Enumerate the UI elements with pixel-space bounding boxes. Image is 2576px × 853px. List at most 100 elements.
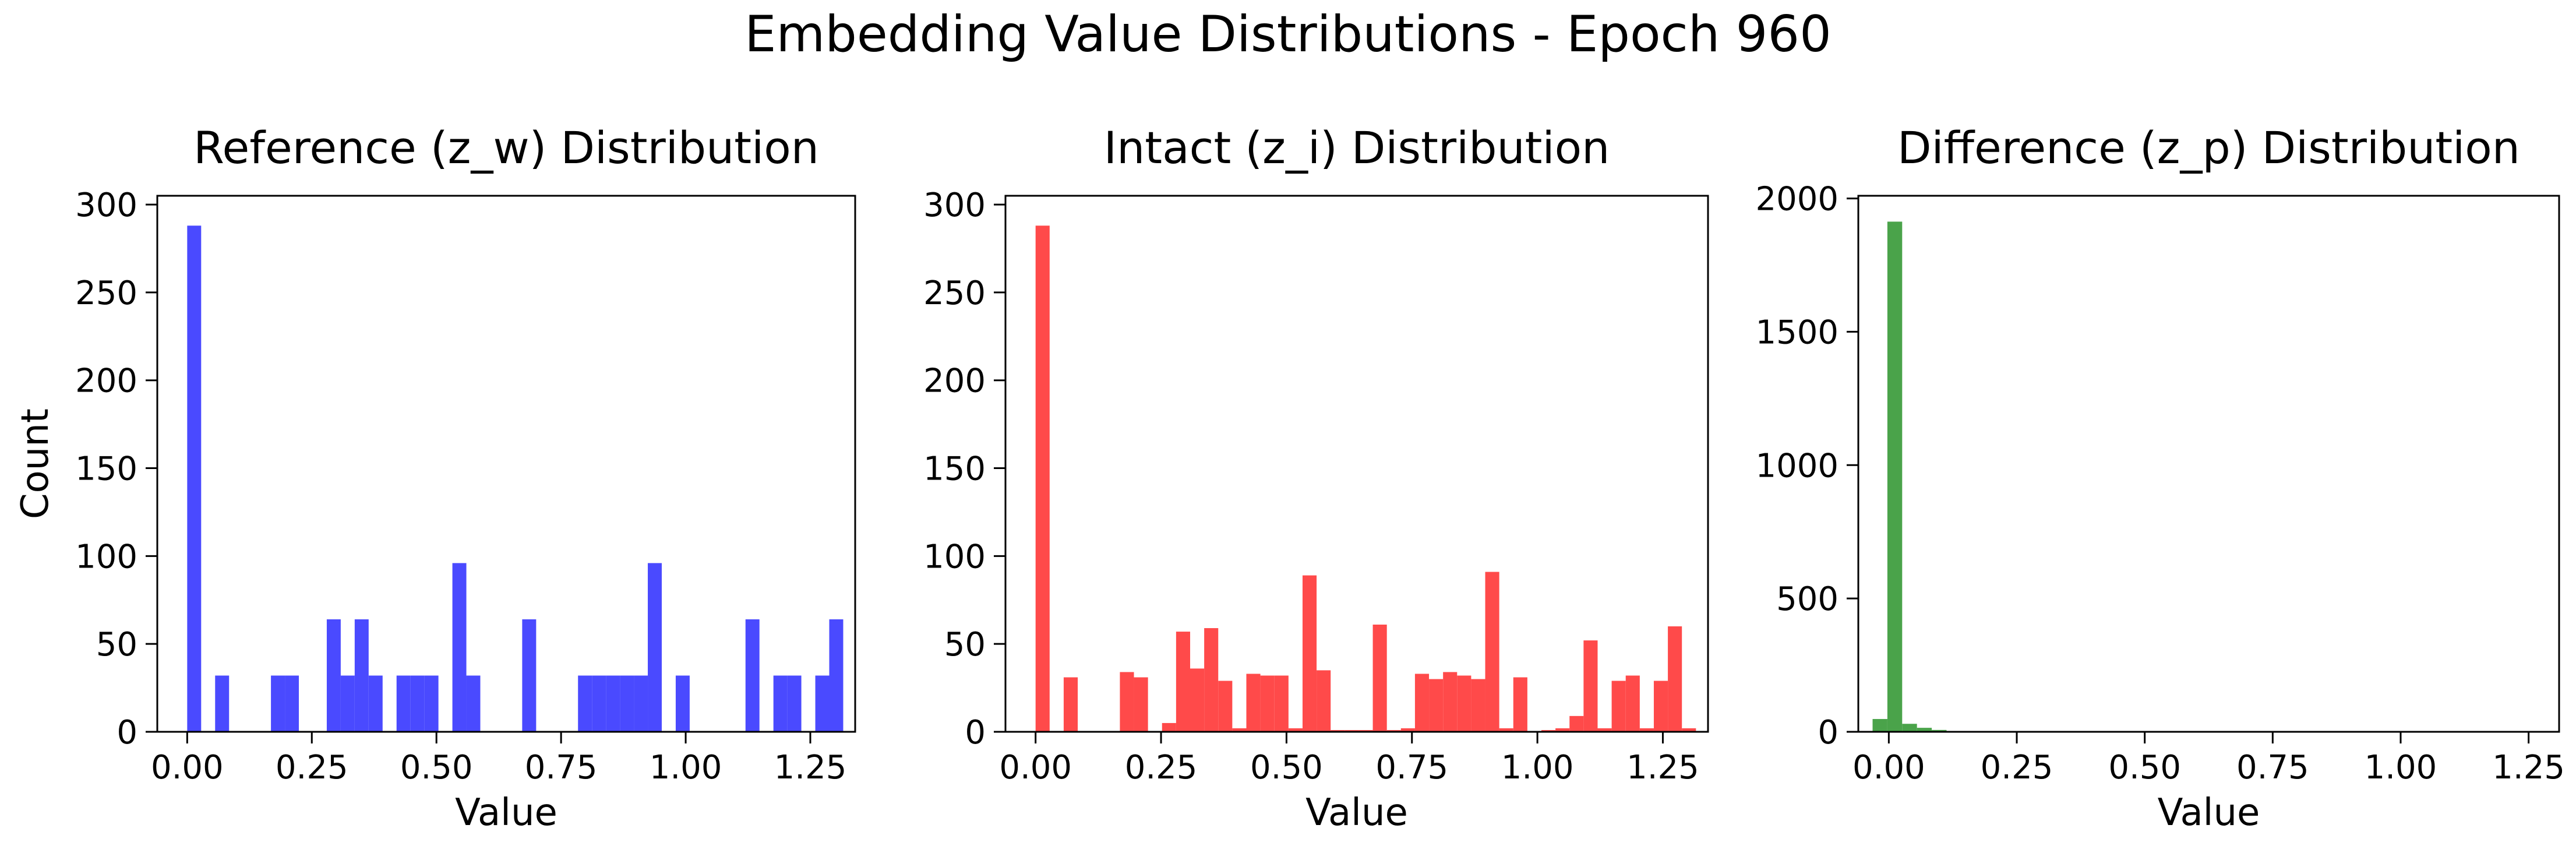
- intact-histogram-bar: [1358, 729, 1373, 732]
- reference-histogram-bar: [648, 563, 662, 732]
- intact-histogram-bar: [1414, 674, 1430, 732]
- difference-histogram-bar: [1887, 221, 1903, 732]
- intact-histogram-bar: [1597, 728, 1612, 732]
- intact-histogram-bar: [1035, 225, 1050, 732]
- intact-histogram-bar: [1513, 677, 1527, 732]
- intact-histogram-bar: [1317, 670, 1331, 732]
- reference-y-tick-label: 250: [75, 274, 137, 312]
- difference-panel-title: Difference (z_p) Distribution: [1897, 122, 2520, 174]
- panel-reference-distribution: 0.00 0.25 0.50 0.75 1.00 1.25 0 50 100 150 200 250 3…: [14, 122, 856, 834]
- reference-histogram-bar: [354, 619, 369, 732]
- intact-histogram-bar: [1611, 681, 1626, 732]
- reference-y-tick-label: 100: [75, 538, 137, 576]
- reference-histogram-bar: [466, 675, 481, 732]
- difference-y-tick-label: 1500: [1755, 313, 1839, 351]
- intact-histogram-bar: [1176, 632, 1191, 732]
- reference-histogram-bar: [271, 675, 285, 732]
- reference-histogram-bar: [326, 619, 341, 732]
- panel-intact-distribution: 0.00 0.25 0.50 0.75 1.00 1.25 0 50 100 150 200 250 3…: [923, 122, 1709, 834]
- difference-axes-frame: [1857, 195, 2560, 733]
- intact-bars: [1035, 225, 1696, 732]
- reference-axes-frame: [156, 195, 856, 733]
- difference-x-tick-label: 0.75: [2236, 749, 2309, 787]
- intact-histogram-bar: [1345, 729, 1359, 732]
- reference-histogram-bar: [606, 675, 620, 732]
- intact-histogram-bar: [1386, 729, 1401, 732]
- reference-histogram-bar: [745, 619, 760, 732]
- reference-histogram-bar: [773, 675, 788, 732]
- difference-y-tick-label: 500: [1776, 580, 1839, 618]
- intact-histogram-bar: [1653, 681, 1668, 732]
- intact-axes-frame: [1004, 195, 1709, 733]
- intact-histogram-bar: [1063, 677, 1078, 732]
- intact-x-tick-label: 1.25: [1626, 749, 1699, 787]
- reference-histogram-bar: [424, 675, 439, 732]
- reference-histogram-bar: [787, 675, 802, 732]
- reference-x-tick-label: 0.25: [276, 749, 348, 787]
- reference-x-axis-label: Value: [455, 791, 557, 834]
- intact-histogram-bar: [1499, 728, 1513, 732]
- reference-histogram-bar: [452, 563, 467, 732]
- reference-histogram-bar: [578, 675, 592, 732]
- intact-x-tick-label: 0.25: [1125, 749, 1198, 787]
- difference-x-tick-label: 0.25: [1981, 749, 2053, 787]
- intact-histogram-bar: [1162, 722, 1176, 732]
- intact-histogram-bar: [1274, 675, 1289, 732]
- reference-x-tick-label: 1.00: [650, 749, 722, 787]
- figure-suptitle: Embedding Value Distributions - Epoch 96…: [744, 5, 1832, 64]
- intact-y-tick-label: 0: [965, 714, 986, 752]
- difference-x-tick-label: 1.00: [2365, 749, 2437, 787]
- reference-histogram-bar: [620, 675, 634, 732]
- reference-histogram-bar: [634, 675, 648, 732]
- reference-histogram-bar: [675, 675, 690, 732]
- reference-x-tick-label: 0.50: [400, 749, 473, 787]
- intact-histogram-bar: [1682, 728, 1696, 732]
- intact-histogram-bar: [1134, 677, 1148, 732]
- reference-x-tick-label: 1.25: [774, 749, 847, 787]
- intact-histogram-bar: [1204, 628, 1219, 732]
- difference-y-tick-label: 0: [1818, 714, 1839, 752]
- intact-histogram-bar: [1583, 640, 1598, 732]
- difference-bars: [1872, 221, 1961, 732]
- intact-histogram-bar: [1400, 728, 1415, 732]
- reference-histogram-bar: [340, 675, 355, 732]
- intact-histogram-bar: [1331, 729, 1345, 732]
- reference-y-tick-label: 200: [75, 362, 137, 400]
- intact-y-tick-label: 250: [923, 274, 986, 312]
- difference-x-tick-label: 1.25: [2492, 749, 2565, 787]
- difference-histogram-bar: [1902, 724, 1917, 732]
- intact-y-tick-label: 300: [923, 186, 986, 224]
- reference-histogram-bar: [396, 675, 411, 732]
- intact-histogram-bar: [1443, 672, 1458, 732]
- intact-histogram-bar: [1429, 679, 1444, 732]
- intact-x-tick-label: 0.00: [999, 749, 1072, 787]
- intact-histogram-bar: [1639, 728, 1654, 732]
- intact-histogram-bar: [1288, 728, 1303, 732]
- intact-histogram-bar: [1668, 626, 1682, 732]
- difference-x-tick-label: 0.00: [1852, 749, 1925, 787]
- difference-y-tick-label: 2000: [1755, 181, 1839, 218]
- intact-y-tick-label: 50: [944, 626, 986, 664]
- reference-histogram-bar: [187, 225, 202, 732]
- intact-histogram-bar: [1485, 572, 1499, 732]
- reference-histogram-bar: [285, 675, 299, 732]
- intact-histogram-bar: [1541, 729, 1556, 732]
- reference-histogram-bar: [215, 675, 230, 732]
- reference-histogram-bar: [592, 675, 606, 732]
- reference-x-tick-label: 0.00: [151, 749, 224, 787]
- reference-histogram-bar: [368, 675, 383, 732]
- reference-histogram-bar: [522, 619, 537, 732]
- intact-histogram-bar: [1372, 625, 1387, 732]
- intact-x-tick-label: 1.00: [1501, 749, 1574, 787]
- difference-x-axis-label: Value: [2158, 791, 2260, 834]
- reference-histogram-bar: [410, 675, 425, 732]
- reference-bars: [187, 225, 844, 732]
- intact-histogram-bar: [1302, 575, 1317, 732]
- reference-x-tick-label: 0.75: [525, 749, 598, 787]
- reference-y-tick-label: 150: [75, 450, 137, 488]
- intact-histogram-bar: [1625, 675, 1640, 732]
- reference-y-tick-label: 50: [96, 626, 137, 664]
- intact-y-tick-label: 150: [923, 450, 986, 488]
- intact-histogram-bar: [1471, 679, 1485, 732]
